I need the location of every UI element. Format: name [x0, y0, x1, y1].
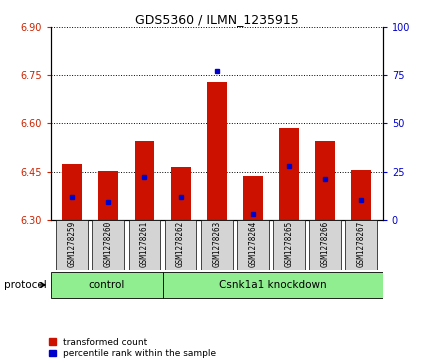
Bar: [165, 220, 197, 270]
Bar: [171, 167, 191, 220]
Text: GSM1278259: GSM1278259: [68, 221, 77, 268]
Text: GSM1278266: GSM1278266: [320, 221, 330, 268]
Text: GSM1278262: GSM1278262: [176, 221, 185, 268]
Bar: [201, 220, 233, 270]
Bar: [99, 171, 118, 220]
Text: Csnk1a1 knockdown: Csnk1a1 knockdown: [219, 280, 326, 290]
Bar: [351, 170, 371, 220]
Bar: [56, 220, 88, 270]
Title: GDS5360 / ILMN_1235915: GDS5360 / ILMN_1235915: [135, 13, 299, 26]
Bar: [243, 176, 263, 220]
Bar: [51, 272, 162, 298]
Text: GSM1278263: GSM1278263: [212, 221, 221, 268]
Text: GSM1278260: GSM1278260: [104, 221, 113, 268]
Legend: transformed count, percentile rank within the sample: transformed count, percentile rank withi…: [48, 338, 216, 359]
Bar: [135, 141, 154, 220]
Bar: [309, 220, 341, 270]
Text: GSM1278264: GSM1278264: [248, 221, 257, 268]
Bar: [162, 272, 383, 298]
Text: protocol: protocol: [4, 280, 47, 290]
Bar: [279, 128, 299, 220]
Bar: [237, 220, 269, 270]
Text: GSM1278261: GSM1278261: [140, 221, 149, 268]
Text: GSM1278267: GSM1278267: [357, 221, 366, 268]
Bar: [273, 220, 305, 270]
Bar: [62, 164, 82, 220]
Bar: [92, 220, 124, 270]
Bar: [345, 220, 377, 270]
Text: control: control: [88, 280, 125, 290]
Text: GSM1278265: GSM1278265: [284, 221, 293, 268]
Bar: [128, 220, 160, 270]
Bar: [207, 82, 227, 220]
Bar: [315, 141, 335, 220]
